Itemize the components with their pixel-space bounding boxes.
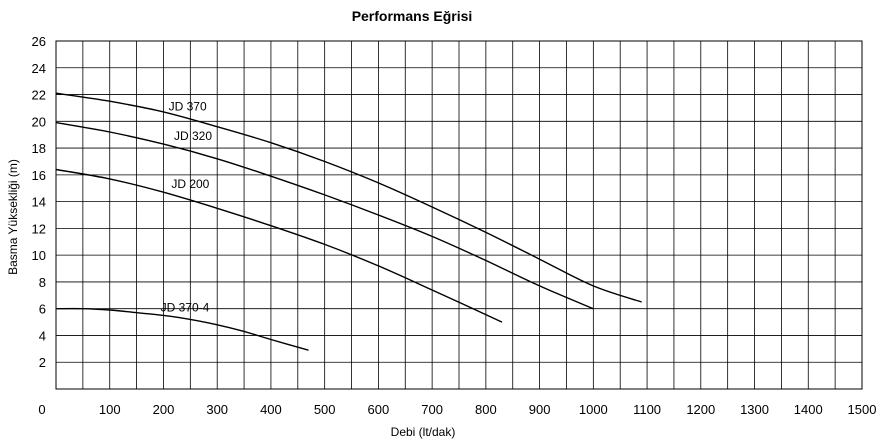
x-tick-label: 1200 [686,402,715,417]
grid [56,41,862,389]
series-label-jd-200: JD 200 [171,177,209,191]
y-tick-label: 8 [39,275,46,290]
x-axis-label: Debi (lt/dak) [391,425,456,439]
x-tick-label: 600 [368,402,390,417]
y-tick-label: 4 [39,328,46,343]
series-label-jd-370: JD 370 [169,100,207,114]
y-tick-label: 2 [39,355,46,370]
x-tick-label: 1500 [848,402,877,417]
x-tick-label: 700 [421,402,443,417]
y-tick-label: 14 [32,195,46,210]
x-tick-label: 100 [99,402,121,417]
x-tick-label: 300 [206,402,228,417]
y-tick-label: 26 [32,34,46,49]
y-tick-label: 24 [32,61,46,76]
series-line-jd-370 [55,92,642,303]
x-tick-label: 0 [38,402,45,417]
x-tick-label: 400 [260,402,282,417]
x-tick-label: 800 [475,402,497,417]
x-axis-ticks: 0 100 200 300 400 500 600 700 800 900 1000 1100 1200… [38,402,876,417]
y-tick-label: 6 [39,302,46,317]
x-tick-label: 1400 [794,402,823,417]
series-line-jd-320 [55,121,594,310]
series-label-jd-320: JD 320 [174,129,212,143]
x-tick-label: 900 [529,402,551,417]
y-tick-label: 12 [32,221,46,236]
series-labels: JD 370 JD 320 JD 200 JD 370-4 [161,100,213,315]
x-tick-label: 500 [314,402,336,417]
series-label-jd-370-4: JD 370-4 [161,300,210,314]
series-line-jd-370-4 [55,307,309,351]
x-tick-label: 1100 [633,402,661,417]
chart-title: Performans Eğrisi [352,8,473,24]
y-tick-label: 22 [32,88,46,103]
x-tick-label: 1300 [740,402,769,417]
x-tick-label: 1000 [579,402,608,417]
plot-frame [55,40,863,390]
series-group [55,92,642,351]
x-tick-label: 200 [153,402,175,417]
y-axis-label: Basma Yüksekliği (m) [6,159,20,275]
y-tick-label: 18 [32,141,46,156]
y-tick-label: 20 [32,114,46,129]
y-tick-label: 10 [32,248,46,263]
series-line-jd-200 [55,168,503,323]
y-tick-label: 16 [32,168,46,183]
